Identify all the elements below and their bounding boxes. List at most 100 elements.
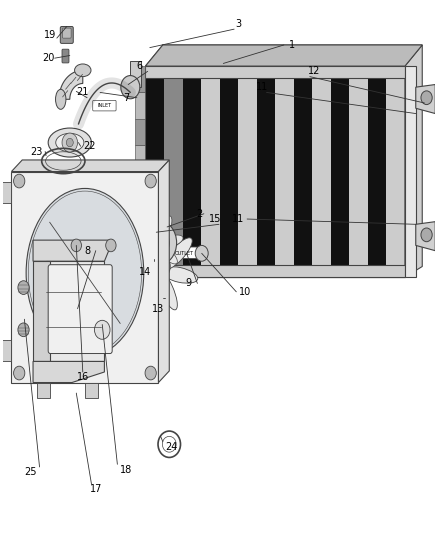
Polygon shape xyxy=(145,45,422,66)
Polygon shape xyxy=(85,383,98,398)
Ellipse shape xyxy=(56,133,84,152)
Circle shape xyxy=(153,237,164,249)
Polygon shape xyxy=(405,119,410,145)
Text: 14: 14 xyxy=(139,267,152,277)
Polygon shape xyxy=(405,224,410,251)
FancyBboxPatch shape xyxy=(170,247,198,259)
Circle shape xyxy=(148,230,169,256)
Ellipse shape xyxy=(123,260,158,278)
Text: 6: 6 xyxy=(136,61,142,71)
Text: 18: 18 xyxy=(120,465,132,474)
Ellipse shape xyxy=(138,240,157,261)
Polygon shape xyxy=(257,66,275,277)
Polygon shape xyxy=(134,92,145,119)
Text: 3: 3 xyxy=(235,19,241,29)
Polygon shape xyxy=(405,251,410,277)
Text: 1: 1 xyxy=(290,40,296,50)
Polygon shape xyxy=(33,240,113,261)
Polygon shape xyxy=(134,224,145,251)
Text: 9: 9 xyxy=(186,278,192,288)
Ellipse shape xyxy=(162,266,198,283)
Polygon shape xyxy=(159,160,169,383)
Circle shape xyxy=(66,139,73,147)
Text: 13: 13 xyxy=(152,304,165,314)
Polygon shape xyxy=(405,92,410,119)
Text: 23: 23 xyxy=(30,147,42,157)
Polygon shape xyxy=(416,85,435,114)
Polygon shape xyxy=(219,66,238,277)
Polygon shape xyxy=(164,66,183,277)
Ellipse shape xyxy=(141,266,159,308)
Polygon shape xyxy=(2,182,11,203)
Text: 17: 17 xyxy=(89,484,102,494)
Polygon shape xyxy=(368,66,386,277)
Polygon shape xyxy=(131,61,141,87)
Ellipse shape xyxy=(131,235,162,263)
Polygon shape xyxy=(145,45,422,66)
Polygon shape xyxy=(405,66,416,277)
Polygon shape xyxy=(145,66,405,78)
Ellipse shape xyxy=(157,220,169,264)
Ellipse shape xyxy=(158,245,177,264)
Polygon shape xyxy=(405,145,410,172)
Polygon shape xyxy=(134,145,145,172)
FancyBboxPatch shape xyxy=(60,27,73,43)
Text: 21: 21 xyxy=(77,87,89,98)
Polygon shape xyxy=(11,160,169,172)
Text: 22: 22 xyxy=(83,141,95,151)
Polygon shape xyxy=(201,66,219,277)
Circle shape xyxy=(71,239,81,252)
Circle shape xyxy=(121,76,140,99)
Text: 8: 8 xyxy=(84,246,90,256)
Circle shape xyxy=(14,366,25,380)
Text: 11: 11 xyxy=(232,214,244,224)
Polygon shape xyxy=(405,45,422,277)
Polygon shape xyxy=(386,66,405,277)
Ellipse shape xyxy=(157,270,177,310)
Text: INLET: INLET xyxy=(97,103,111,108)
Polygon shape xyxy=(145,66,164,277)
FancyBboxPatch shape xyxy=(63,28,71,38)
Ellipse shape xyxy=(159,216,172,243)
FancyBboxPatch shape xyxy=(93,100,116,111)
Ellipse shape xyxy=(160,235,183,248)
Text: 2: 2 xyxy=(196,209,203,219)
Polygon shape xyxy=(294,66,312,277)
Polygon shape xyxy=(134,119,145,145)
Circle shape xyxy=(95,320,110,340)
Polygon shape xyxy=(405,198,410,224)
Circle shape xyxy=(421,228,432,241)
Polygon shape xyxy=(33,261,50,361)
Ellipse shape xyxy=(134,231,158,243)
Text: 20: 20 xyxy=(42,53,54,63)
Polygon shape xyxy=(183,66,201,277)
Polygon shape xyxy=(11,172,159,383)
Circle shape xyxy=(156,261,165,272)
Text: 7: 7 xyxy=(123,93,129,103)
Polygon shape xyxy=(134,198,145,224)
Polygon shape xyxy=(416,222,435,251)
Polygon shape xyxy=(37,383,50,398)
Text: 10: 10 xyxy=(239,287,251,297)
Polygon shape xyxy=(2,341,11,361)
Text: 24: 24 xyxy=(165,442,178,452)
Polygon shape xyxy=(331,66,350,277)
Polygon shape xyxy=(275,66,294,277)
FancyBboxPatch shape xyxy=(62,49,69,63)
Ellipse shape xyxy=(148,214,161,240)
Circle shape xyxy=(140,221,177,265)
Text: OUTLET: OUTLET xyxy=(175,251,194,256)
Polygon shape xyxy=(312,66,331,277)
Polygon shape xyxy=(405,172,410,198)
Circle shape xyxy=(106,239,116,252)
Circle shape xyxy=(151,255,170,278)
Circle shape xyxy=(421,91,432,104)
Ellipse shape xyxy=(56,90,66,109)
Text: 19: 19 xyxy=(44,30,57,41)
Text: 15: 15 xyxy=(208,214,221,224)
Polygon shape xyxy=(134,66,145,92)
Ellipse shape xyxy=(26,189,144,357)
Polygon shape xyxy=(33,361,104,383)
Text: 11: 11 xyxy=(256,82,268,92)
Polygon shape xyxy=(59,70,83,99)
